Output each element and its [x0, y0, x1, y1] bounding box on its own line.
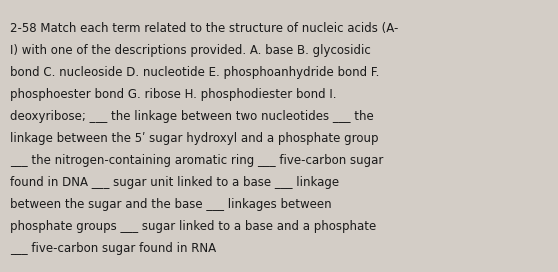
Text: ___ five-carbon sugar found in RNA: ___ five-carbon sugar found in RNA [10, 242, 216, 255]
Text: phosphoester bond G. ribose H. phosphodiester bond I.: phosphoester bond G. ribose H. phosphodi… [10, 88, 336, 101]
Text: found in DNA ___ sugar unit linked to a base ___ linkage: found in DNA ___ sugar unit linked to a … [10, 176, 339, 189]
Text: I) with one of the descriptions provided. A. base B. glycosidic: I) with one of the descriptions provided… [10, 44, 371, 57]
Text: 2-58 Match each term related to the structure of nucleic acids (A-: 2-58 Match each term related to the stru… [10, 22, 398, 35]
Text: bond C. nucleoside D. nucleotide E. phosphoanhydride bond F.: bond C. nucleoside D. nucleotide E. phos… [10, 66, 379, 79]
Text: ___ the nitrogen-containing aromatic ring ___ five-carbon sugar: ___ the nitrogen-containing aromatic rin… [10, 154, 383, 167]
Text: between the sugar and the base ___ linkages between: between the sugar and the base ___ linka… [10, 198, 331, 211]
Text: deoxyribose; ___ the linkage between two nucleotides ___ the: deoxyribose; ___ the linkage between two… [10, 110, 374, 123]
Text: linkage between the 5ʹ sugar hydroxyl and a phosphate group: linkage between the 5ʹ sugar hydroxyl an… [10, 132, 378, 145]
Text: phosphate groups ___ sugar linked to a base and a phosphate: phosphate groups ___ sugar linked to a b… [10, 220, 376, 233]
